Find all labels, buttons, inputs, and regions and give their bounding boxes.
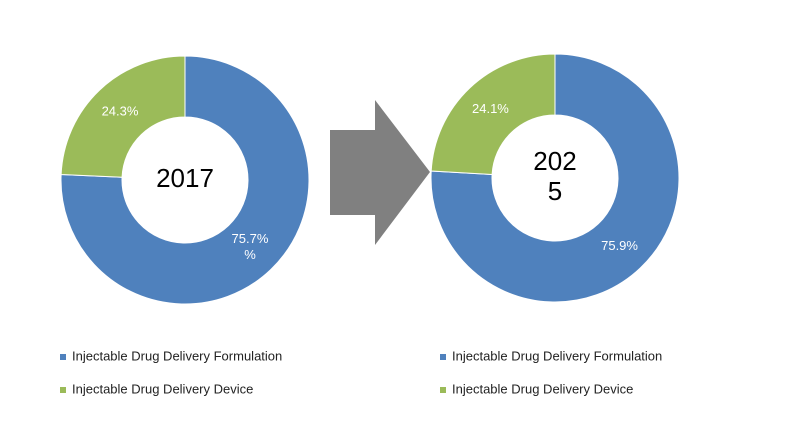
donut-slice — [60, 55, 186, 178]
legend-label: Injectable Drug Delivery Formulation — [72, 348, 282, 363]
center-label: 202 5 — [533, 146, 576, 206]
donut-slice — [430, 53, 680, 303]
legend-swatch — [60, 354, 66, 360]
value-label: 75.9% — [601, 238, 638, 253]
donut-slice — [430, 53, 556, 175]
center-label: 2017 — [156, 163, 214, 193]
arrow — [330, 100, 430, 245]
value-label: 24.3% — [102, 104, 139, 119]
value-label: 24.1% — [472, 101, 509, 116]
donut-slice — [60, 55, 310, 305]
legend-label: Injectable Drug Delivery Device — [72, 381, 253, 396]
legend-swatch — [440, 387, 446, 393]
legend-swatch — [60, 387, 66, 393]
legend-swatch — [440, 354, 446, 360]
value-label: 75.7%% — [232, 231, 269, 262]
legend-label: Injectable Drug Delivery Formulation — [452, 348, 662, 363]
legend-label: Injectable Drug Delivery Device — [452, 381, 633, 396]
